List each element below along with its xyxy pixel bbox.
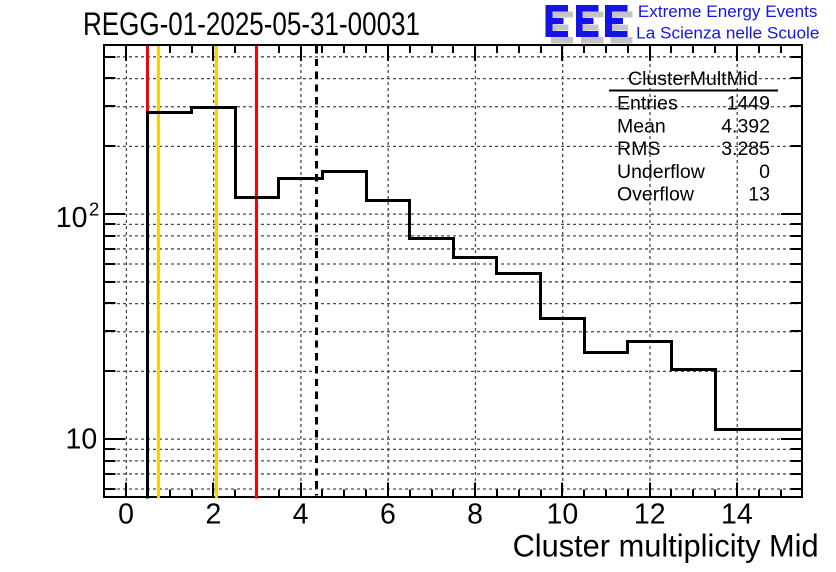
svg-text:Entries: Entries bbox=[617, 93, 678, 115]
svg-text:RMS: RMS bbox=[617, 138, 660, 160]
svg-text:0: 0 bbox=[118, 498, 134, 530]
svg-text:8: 8 bbox=[467, 498, 483, 530]
svg-text:4.392: 4.392 bbox=[721, 115, 770, 137]
svg-text:13: 13 bbox=[748, 184, 770, 206]
svg-text:Underflow: Underflow bbox=[617, 161, 706, 183]
svg-text:2: 2 bbox=[89, 199, 99, 220]
svg-text:6: 6 bbox=[380, 498, 396, 530]
svg-text:1449: 1449 bbox=[727, 93, 770, 115]
svg-text:La Scienza nelle Scuole: La Scienza nelle Scuole bbox=[636, 23, 819, 42]
svg-text:Mean: Mean bbox=[617, 115, 666, 137]
svg-text:ClusterMultMid: ClusterMultMid bbox=[628, 68, 758, 90]
svg-text:REGG-01-2025-05-31-00031: REGG-01-2025-05-31-00031 bbox=[83, 6, 420, 42]
svg-text:Extreme Energy Events: Extreme Energy Events bbox=[638, 2, 818, 21]
svg-text:10: 10 bbox=[56, 202, 88, 234]
svg-text:4: 4 bbox=[293, 498, 309, 530]
svg-text:0: 0 bbox=[759, 161, 770, 183]
svg-text:Overflow: Overflow bbox=[617, 184, 695, 206]
svg-text:2: 2 bbox=[205, 498, 221, 530]
svg-text:14: 14 bbox=[721, 498, 753, 530]
svg-text:10: 10 bbox=[547, 498, 579, 530]
svg-text:Cluster multiplicity Mid: Cluster multiplicity Mid bbox=[513, 527, 819, 563]
svg-text:3.285: 3.285 bbox=[721, 138, 770, 160]
svg-text:12: 12 bbox=[634, 498, 666, 530]
svg-text:10: 10 bbox=[65, 424, 97, 456]
